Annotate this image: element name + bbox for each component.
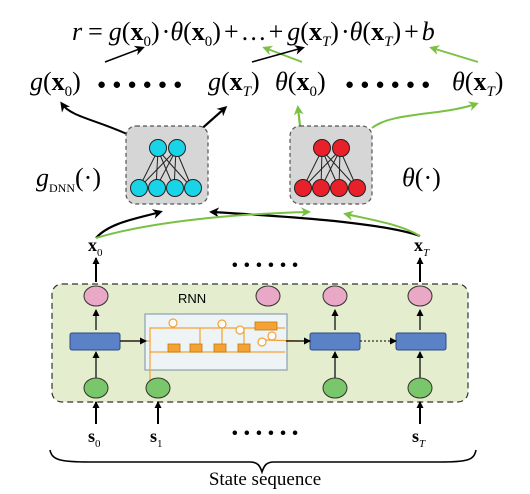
theta-label: θ(·) [402,163,441,192]
gdnn-node [168,139,186,157]
recurrent-cell-ops [168,318,277,347]
label-xT: xT [414,235,430,259]
output-dots-left: ● ● ● ● ● ● [97,76,183,93]
output-node-3 [322,285,348,307]
input-node-0 [83,377,109,399]
conn-x0-to-theta [95,207,311,239]
input-node-2 [322,377,348,399]
recurrent-cell-gates [167,321,278,353]
theta-node [313,139,331,157]
output-node-0 [83,285,109,307]
gdnn-node [184,179,202,197]
state-sequence-caption: State sequence [209,469,321,490]
theta-node [348,179,366,197]
theta-node [294,179,312,197]
sequence-brace [49,449,477,475]
input-node-T [407,377,433,399]
hidden-state-T [395,332,447,351]
arrow-thetax0-to-eq [262,45,303,63]
arrow-theta-to-thetaxT [371,101,479,129]
theta-network [294,139,366,197]
theta-node [312,179,330,197]
reward-equation: r = g(x0)·θ(x0) +…+ g(xT)·θ(xT) + b [72,17,435,50]
arrow-thetaxT-to-eq [429,45,479,63]
output-node-2 [255,285,281,307]
rnn-middle-dots: • • • • • • [232,257,299,274]
input-middle-dots: • • • • • • [232,425,299,442]
arrow-theta-to-thetax0 [293,105,304,127]
output-g-xT: g(xT) [208,67,260,100]
label-s1: s1 [150,426,163,450]
hidden-state-0 [69,332,121,351]
gdnn-network [130,139,202,197]
gdnn-label: gDNN(·) [36,163,101,195]
rnn-label: RNN [178,291,206,306]
conn-x0-to-gdnn [95,209,163,239]
gdnn-node [149,139,167,157]
label-s0: s0 [88,426,101,450]
output-node-T [407,285,433,307]
label-x0: x0 [88,235,103,259]
arrow-gxT-to-eq [251,45,305,63]
label-sT: sT [412,426,426,450]
output-theta-xT: θ(xT) [452,67,503,100]
output-dots-right: ● ● ● ● ● ● [345,76,431,93]
hidden-state-2 [309,332,361,351]
output-g-x0: g(x0) [30,67,81,100]
output-theta-x0: θ(x0) [275,67,326,100]
conn-xT-to-theta [343,210,421,237]
arrow-gx0-to-eq [104,45,145,63]
gdnn-node [130,179,148,197]
gdnn-node [148,179,166,197]
conn-xT-to-gdnn [209,207,421,238]
input-node-1 [145,377,171,399]
theta-node [330,179,348,197]
theta-node [332,139,350,157]
gdnn-node [166,179,184,197]
